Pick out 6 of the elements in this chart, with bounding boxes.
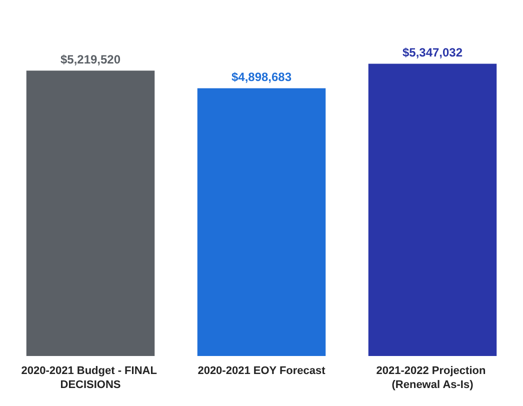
- data-label: $5,219,520: [60, 52, 121, 67]
- x-tick-label: 2020-2021 EOY Forecast: [198, 365, 326, 377]
- x-tick-label: 2020-2021 Budget - FINAL DECISIONS: [21, 365, 160, 391]
- data-label: $4,898,683: [231, 70, 292, 84]
- x-tick-label: 2021-2022 Projection (Renewal As-Is): [376, 365, 489, 391]
- data-label: $5,347,032: [402, 46, 463, 60]
